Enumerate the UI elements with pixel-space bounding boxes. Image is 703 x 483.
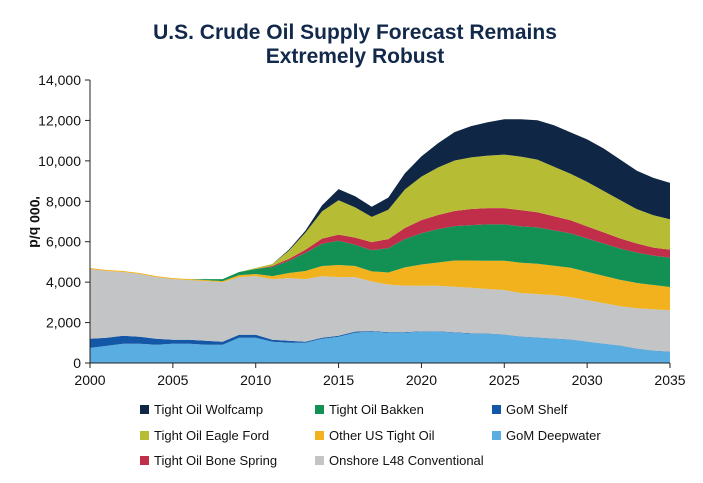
x-tick-label: 2000 xyxy=(74,372,105,388)
chart-title-line-2: Extremely Robust xyxy=(266,45,445,68)
legend-swatch xyxy=(492,431,501,440)
x-tick-label: 2010 xyxy=(240,372,271,388)
y-tick-label: 10,000 xyxy=(38,153,81,169)
area-gom-shelf xyxy=(90,331,670,352)
axes-group: 0 2,000 4,000 6,000 8,000 10,000 12,000 14,000 2… xyxy=(38,72,686,388)
y-tick-label: 4,000 xyxy=(46,274,81,290)
legend-item-gom-deepwater: GoM Deepwater xyxy=(492,428,601,443)
y-tick-label: 12,000 xyxy=(38,112,81,128)
area-series-group xyxy=(90,119,670,363)
legend-label: GoM Shelf xyxy=(506,402,568,417)
y-tick-label: 8,000 xyxy=(46,193,81,209)
area-tight-oil-eagle-ford xyxy=(90,154,670,280)
legend-label: Onshore L48 Conventional xyxy=(329,453,484,468)
y-tick-label: 6,000 xyxy=(46,234,81,250)
area-other-us-tight-oil xyxy=(90,260,670,311)
area-tight-oil-bakken xyxy=(90,224,670,287)
y-tick-label: 14,000 xyxy=(38,72,81,88)
area-gom-deepwater xyxy=(90,331,670,363)
legend-item-tight-oil-wolfcamp: Tight Oil Wolfcamp xyxy=(140,402,263,417)
legend-label: Other US Tight Oil xyxy=(329,428,435,443)
x-tick-label: 2015 xyxy=(323,372,354,388)
legend-item-tight-oil-bone-spring: Tight Oil Bone Spring xyxy=(140,453,277,468)
legend-swatch xyxy=(315,431,324,440)
legend-label: Tight Oil Wolfcamp xyxy=(154,402,263,417)
x-tick-label: 2020 xyxy=(406,372,437,388)
legend-label: Tight Oil Bone Spring xyxy=(154,453,277,468)
legend-item-other-us-tight-oil: Other US Tight Oil xyxy=(315,428,435,443)
legend-label: Tight Oil Eagle Ford xyxy=(154,428,269,443)
legend: Tight Oil Wolfcamp Tight Oil Bakken GoM Sh… xyxy=(140,402,601,468)
y-axis-label: '000 b/d xyxy=(27,196,43,248)
legend-item-tight-oil-bakken: Tight Oil Bakken xyxy=(315,402,424,417)
x-tick-label: 2030 xyxy=(572,372,603,388)
y-tick-label: 2,000 xyxy=(46,315,81,331)
legend-swatch xyxy=(315,405,324,414)
legend-swatch xyxy=(492,405,501,414)
legend-swatch xyxy=(140,405,149,414)
legend-item-onshore-l48-conventional: Onshore L48 Conventional xyxy=(315,453,484,468)
y-tick-label: 0 xyxy=(73,355,81,371)
legend-label: Tight Oil Bakken xyxy=(329,402,424,417)
legend-item-tight-oil-eagle-ford: Tight Oil Eagle Ford xyxy=(140,428,269,443)
x-tick-label: 2025 xyxy=(489,372,520,388)
legend-swatch xyxy=(315,456,324,465)
legend-item-gom-shelf: GoM Shelf xyxy=(492,402,568,417)
x-tick-label: 2005 xyxy=(157,372,188,388)
legend-swatch xyxy=(140,431,149,440)
x-tick-label: 2035 xyxy=(654,372,685,388)
area-tight-oil-bone-spring xyxy=(90,208,670,280)
legend-swatch xyxy=(140,456,149,465)
area-onshore-l48-conventional xyxy=(90,269,670,352)
legend-label: GoM Deepwater xyxy=(506,428,601,443)
chart-title-line-1: U.S. Crude Oil Supply Forecast Remains xyxy=(153,21,557,44)
